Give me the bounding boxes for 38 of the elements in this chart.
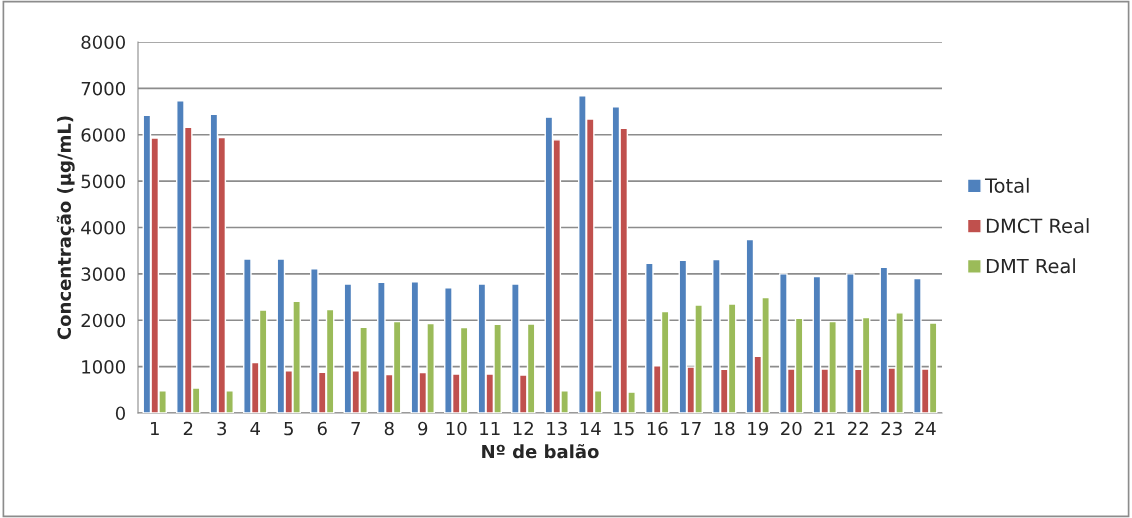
- y-tick-label: 4000: [81, 220, 125, 235]
- x-tick-label: 13: [547, 421, 567, 436]
- legend-label: DMCT Real: [986, 218, 1089, 234]
- y-tick-label: 2000: [81, 313, 125, 328]
- y-tick-label: 8000: [81, 35, 125, 50]
- x-tick-label: 8: [384, 421, 394, 436]
- x-tick-label: 4: [250, 421, 260, 436]
- x-tick-label: 19: [748, 421, 768, 436]
- x-tick-label: 11: [480, 421, 500, 436]
- x-tick-label: 5: [284, 421, 293, 436]
- y-tick-label: 1000: [82, 360, 125, 374]
- x-tick-label: 23: [881, 421, 902, 436]
- x-tick-label: 9: [418, 421, 428, 436]
- x-tick-label: 15: [614, 421, 634, 436]
- x-tick-label: 6: [317, 421, 327, 436]
- x-tick-label: 10: [446, 421, 467, 436]
- y-axis-title: Concentração (µg/mL): [56, 116, 75, 340]
- x-axis-title: Nº de balão: [482, 444, 599, 459]
- x-tick-label: 24: [915, 421, 936, 436]
- x-tick-label: 22: [848, 421, 868, 436]
- x-tick-label: 3: [217, 421, 227, 436]
- x-tick-label: 7: [351, 421, 360, 436]
- y-tick-label: 3000: [81, 267, 125, 281]
- x-tick-label: 2: [183, 421, 193, 436]
- x-tick-label: 12: [513, 421, 533, 436]
- x-tick-label: 18: [714, 421, 735, 436]
- legend-label: DMT Real: [986, 258, 1075, 274]
- x-tick-label: 16: [647, 421, 668, 436]
- x-tick-label: 14: [580, 421, 601, 436]
- x-tick-label: 17: [681, 421, 701, 436]
- y-tick-label: 7000: [81, 81, 125, 96]
- x-tick-label: 1: [150, 421, 159, 436]
- x-tick-label: 21: [814, 421, 835, 436]
- legend-label: Total: [984, 177, 1029, 193]
- y-tick-label: 6000: [81, 128, 125, 142]
- y-tick-label: 0: [115, 406, 125, 421]
- x-tick-label: 20: [781, 421, 802, 436]
- y-tick-label: 5000: [81, 174, 125, 189]
